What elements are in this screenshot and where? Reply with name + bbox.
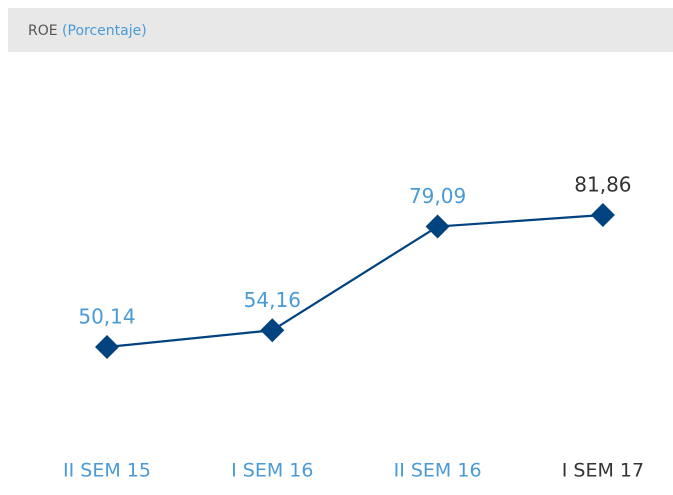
chart-title: ROE [28, 23, 58, 39]
x-tick-label: I SEM 17 [562, 460, 644, 482]
value-label: 79,09 [409, 184, 466, 208]
marker [95, 335, 119, 359]
marker [590, 203, 615, 227]
header-band [8, 8, 673, 52]
value-label: 54,16 [244, 288, 301, 312]
marker [260, 318, 285, 343]
marker [425, 214, 450, 239]
series-line [106, 213, 603, 349]
value-label: 81,86 [574, 173, 631, 197]
x-tick-label: II SEM 15 [63, 460, 151, 482]
value-label: 50,14 [78, 305, 135, 329]
header-text: ROE (Porcentaje) [28, 23, 147, 39]
chart-subtitle: (Porcentaje) [62, 23, 147, 39]
x-tick-label: I SEM 16 [231, 460, 313, 482]
x-tick-label: II SEM 16 [394, 460, 482, 482]
